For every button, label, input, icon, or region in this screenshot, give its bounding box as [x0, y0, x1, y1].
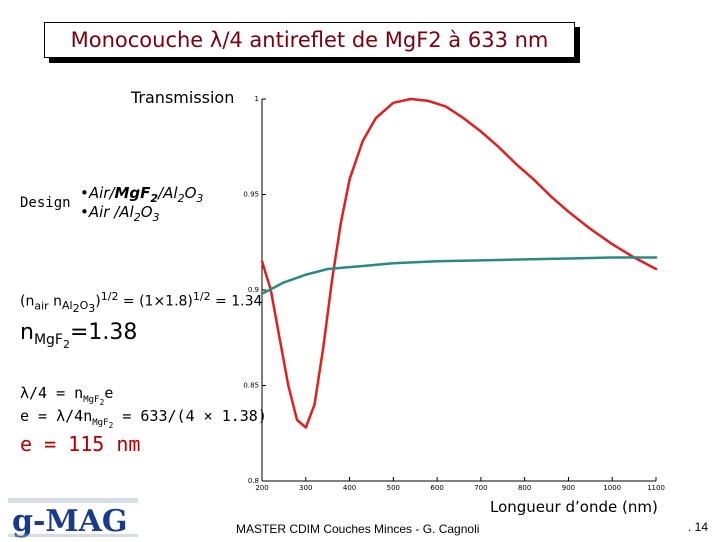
- legend-part: O: [184, 184, 197, 202]
- formula-part: = 633/(4 × 1.38): [113, 407, 267, 425]
- x-tick-label: 600: [430, 484, 443, 492]
- formula-part: air: [34, 299, 49, 313]
- y-tick-label: 0.85: [243, 382, 259, 390]
- legend-air-mgf2-al2o3: •Air/MgF2/Al2O3: [80, 184, 203, 205]
- x-tick-label: 800: [518, 484, 531, 492]
- formula-part: Al: [62, 299, 73, 313]
- x-tick-label: 400: [343, 484, 356, 492]
- x-tick-label: 700: [474, 484, 487, 492]
- x-tick-label: 1000: [603, 484, 621, 492]
- series-line-air-al2o3: [260, 256, 658, 296]
- design-label: Design: [20, 195, 71, 211]
- formula-thickness-result: e = 115 nm: [20, 432, 141, 456]
- x-tick-label: 500: [387, 484, 400, 492]
- formula-mgf2-index: nMgF2=1.38: [20, 320, 137, 351]
- formula-part: ): [95, 293, 101, 310]
- y-tick-label: 0.9: [248, 286, 259, 294]
- formula-part: = (1×1.8): [118, 293, 193, 310]
- gmag-logo: g-MAG: [8, 498, 138, 539]
- legend-part: 3: [196, 192, 204, 205]
- logo-underline: [8, 534, 138, 537]
- series-line-air-mgf2-al2o3: [260, 97, 658, 429]
- logo-banner: [8, 498, 138, 503]
- formula-part: 1/2: [192, 290, 211, 303]
- legend-part: •Air/: [80, 184, 115, 202]
- formula-part: 1/2: [100, 290, 119, 303]
- legend-part: 2: [150, 192, 159, 205]
- formula-thickness: e = λ/4nMgF2 = 633/(4 × 1.38): [20, 407, 267, 430]
- legend-part: 2: [177, 192, 185, 205]
- legend-part: •Air /Al: [80, 203, 134, 221]
- formula-part: MgF: [33, 332, 63, 349]
- formula-part: MgF: [92, 418, 109, 428]
- formula-part: n: [48, 293, 62, 310]
- formula-part: 2: [99, 397, 105, 407]
- legend-air-al2o3: •Air /Al2O3: [80, 203, 160, 224]
- x-axis-label: Longueur d’onde (nm): [490, 498, 658, 516]
- y-tick-label: 0.95: [243, 191, 259, 199]
- formula-part: =1.38: [69, 320, 138, 345]
- chart-series: [260, 97, 658, 429]
- legend-part: MgF: [114, 184, 151, 202]
- formula-part: 2: [62, 338, 70, 352]
- page-title: Monocouche λ/4 antireflet de MgF2 à 633 …: [44, 22, 575, 58]
- legend-part: 3: [152, 211, 160, 224]
- legend-part: /Al: [158, 184, 178, 202]
- formula-part: O: [79, 299, 89, 313]
- formula-index: (nair nAl2O3)1/2 = (1×1.8)1/2 = 1.34: [20, 290, 262, 316]
- y-tick-label: 0.8: [248, 477, 259, 485]
- x-tick-label: 200: [255, 484, 268, 492]
- legend-part: 2: [133, 211, 141, 224]
- y-tick-label: 1: [255, 95, 259, 103]
- formula-part: (n: [20, 293, 35, 310]
- transmission-label: Transmission: [131, 88, 235, 107]
- page-number: . 14: [688, 520, 709, 534]
- formula-quarter-wave: λ/4 = nMgF2e: [20, 384, 113, 407]
- formula-part: 2: [72, 302, 80, 316]
- formula-part: = 1.34: [210, 293, 263, 310]
- formula-part: λ/4 = n: [20, 384, 84, 402]
- formula-part: e = λ/4n: [20, 407, 93, 425]
- formula-part: MgF: [83, 395, 100, 405]
- chart-ticks: 0.8 0.85 0.9 0.95 1 200 300 400 500 600 700 800 900 1…: [243, 95, 665, 492]
- footer-text: MASTER CDIM Couches Minces - G. Cagnoli: [236, 522, 480, 536]
- legend-part: O: [140, 203, 153, 221]
- x-tick-label: 300: [299, 484, 312, 492]
- formula-part: 2: [108, 420, 114, 430]
- x-tick-label: 1100: [647, 484, 665, 492]
- page-title-text: Monocouche λ/4 antireflet de MgF2 à 633 …: [70, 28, 549, 52]
- logo-text: g-MAG: [12, 504, 128, 538]
- formula-part: e: [104, 384, 114, 402]
- chart-axes: [261, 99, 656, 482]
- formula-part: 3: [88, 302, 96, 316]
- x-tick-label: 900: [562, 484, 575, 492]
- formula-part: n: [20, 320, 34, 345]
